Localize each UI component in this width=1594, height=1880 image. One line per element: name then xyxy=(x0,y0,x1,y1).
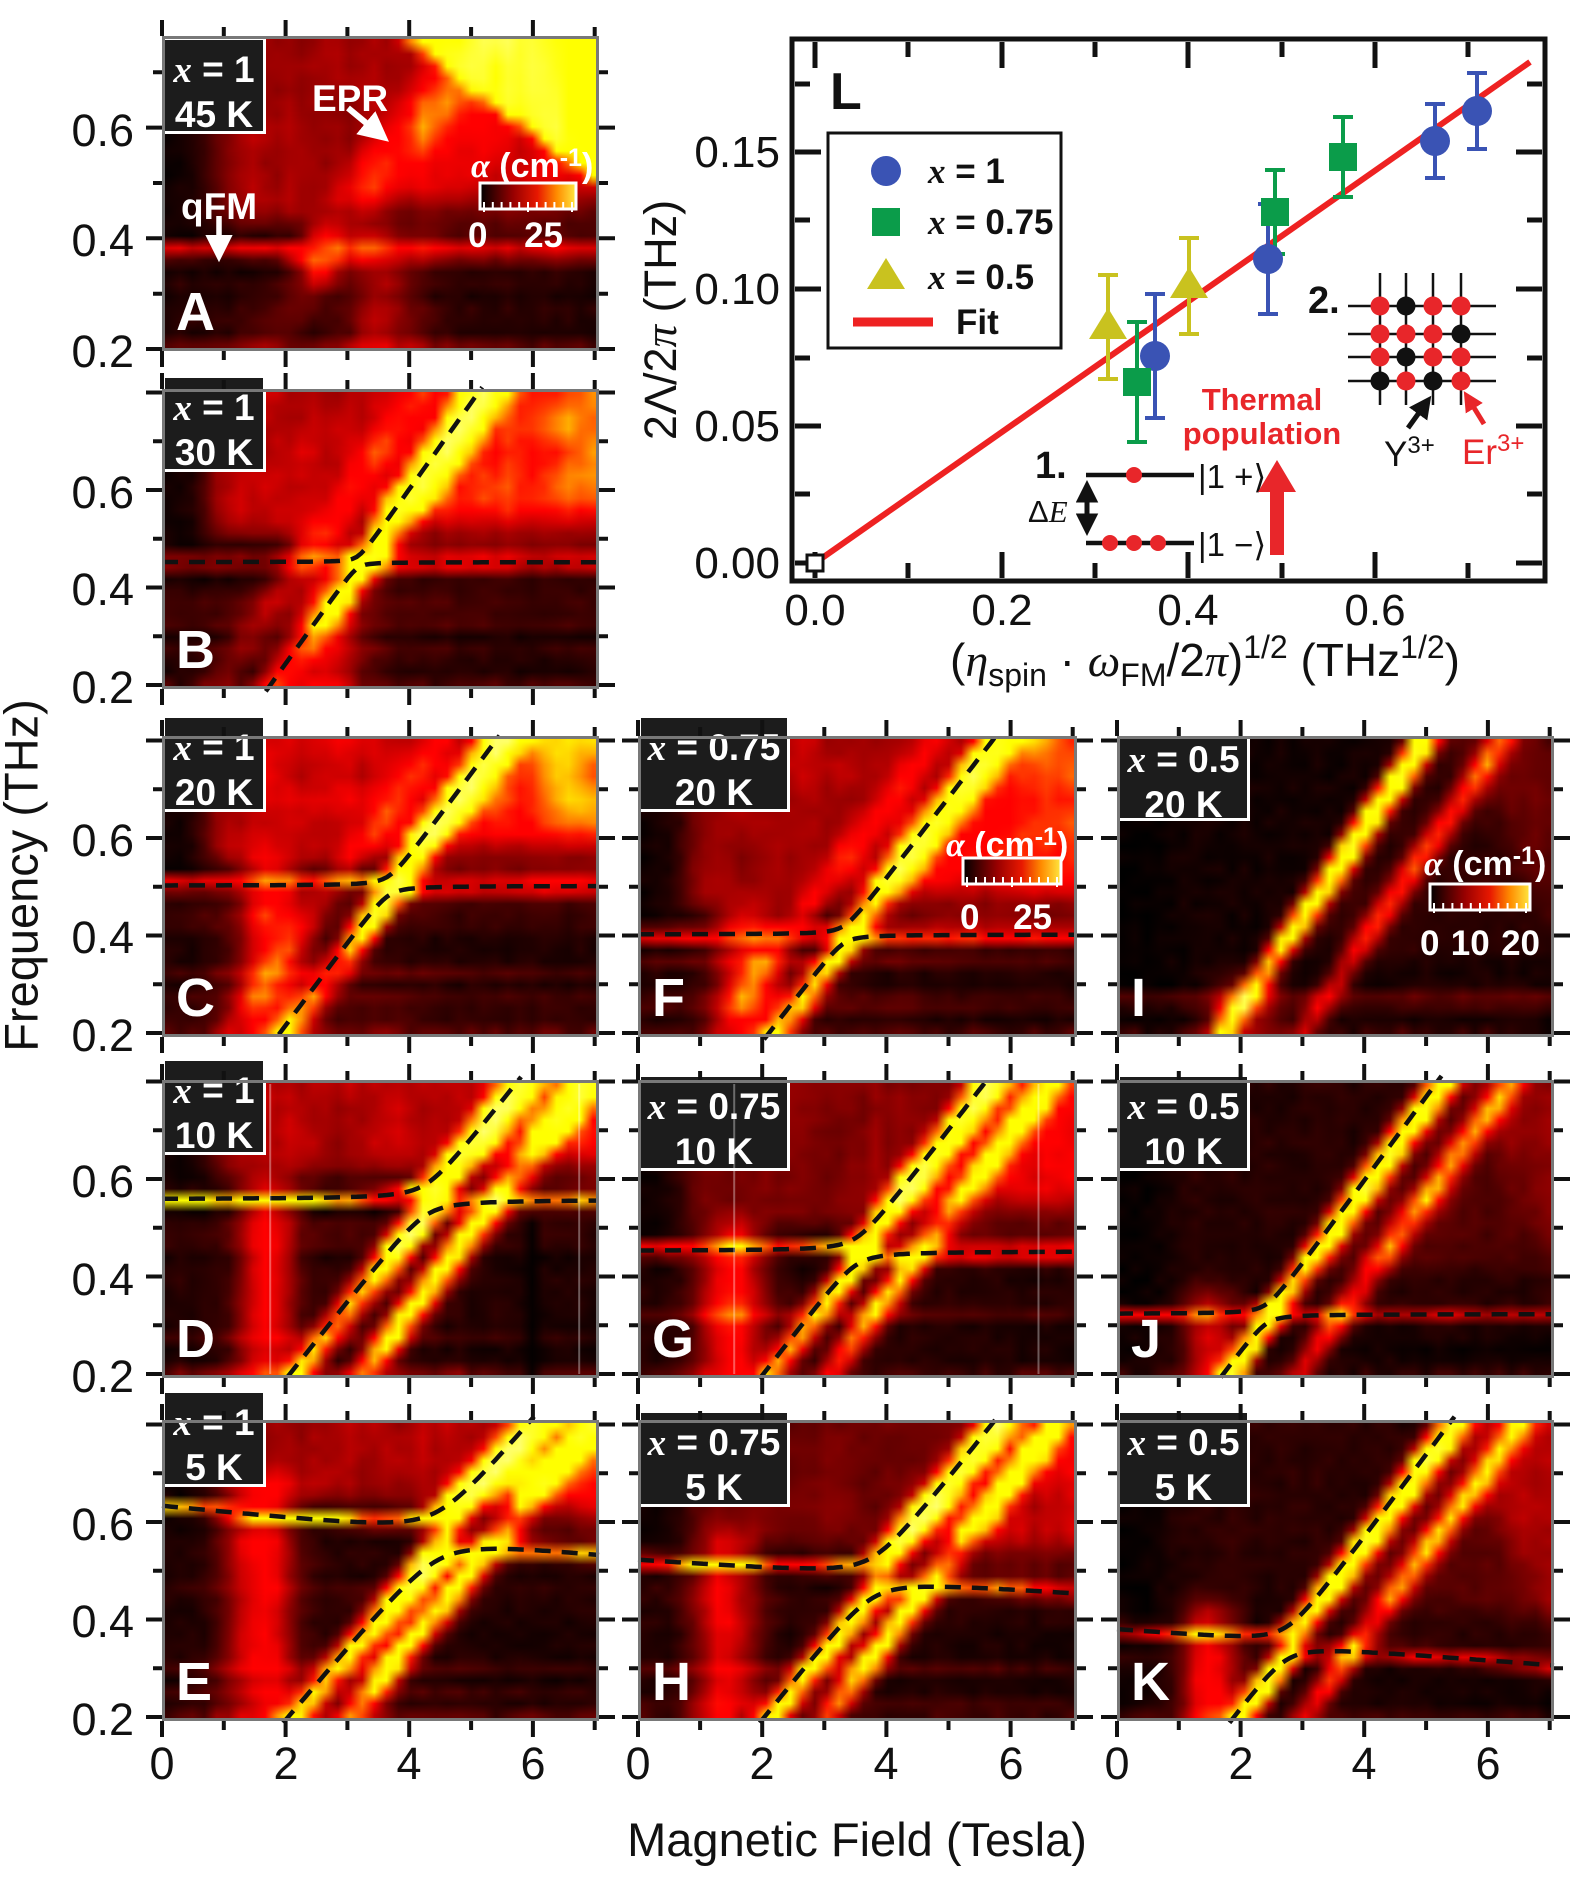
svg-text:(ηspin · ωFM/2π)1/2 (THz1/2): (ηspin · ωFM/2π)1/2 (THz1/2) xyxy=(950,629,1460,693)
svg-text:x = 0.75: x = 0.75 xyxy=(927,203,1054,242)
svg-text:0.15: 0.15 xyxy=(694,128,780,177)
svg-text:Y3+: Y3+ xyxy=(1384,432,1435,474)
svg-text:|1 +⟩: |1 +⟩ xyxy=(1198,458,1266,495)
svg-text:1.: 1. xyxy=(1035,445,1067,487)
svg-text:L: L xyxy=(830,63,862,121)
svg-text:0.2: 0.2 xyxy=(971,586,1032,635)
svg-text:0.00: 0.00 xyxy=(694,539,780,588)
svg-text:0.6: 0.6 xyxy=(1344,586,1405,635)
svg-text:x = 1: x = 1 xyxy=(927,152,1005,191)
svg-text:2Λ/2π (THz): 2Λ/2π (THz) xyxy=(635,200,686,440)
svg-text:|1 −⟩: |1 −⟩ xyxy=(1198,526,1266,563)
svg-text:Thermal: Thermal xyxy=(1202,382,1323,417)
svg-text:0.10: 0.10 xyxy=(694,265,780,314)
svg-text:0.4: 0.4 xyxy=(1157,586,1218,635)
svg-text:2.: 2. xyxy=(1308,280,1340,322)
svg-text:population: population xyxy=(1183,416,1341,451)
svg-text:0.0: 0.0 xyxy=(784,586,845,635)
svg-text:Fit: Fit xyxy=(956,303,999,342)
svg-text:x = 0.5: x = 0.5 xyxy=(927,258,1034,297)
svg-text:0.05: 0.05 xyxy=(694,402,780,451)
svg-text:ΔE: ΔE xyxy=(1028,494,1068,529)
svg-text:Er3+: Er3+ xyxy=(1462,430,1524,472)
